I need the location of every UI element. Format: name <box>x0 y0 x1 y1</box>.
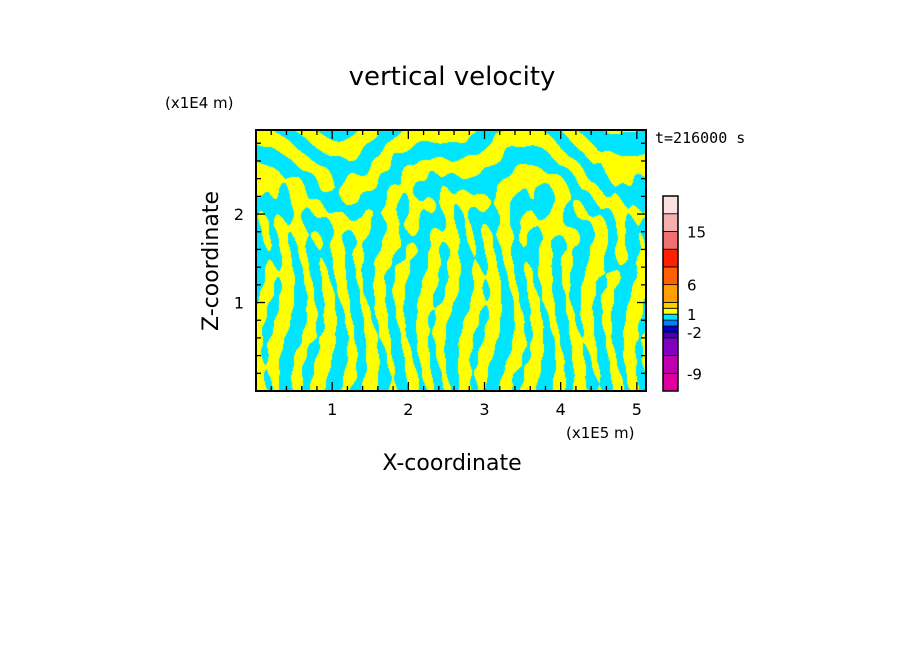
x-unit-label: (x1E5 m) <box>566 424 635 442</box>
colorbar-tick-label: -2 <box>687 324 702 342</box>
y-tick-label: 2 <box>234 205 244 224</box>
colorbar-segment <box>662 319 679 327</box>
colorbar-segment <box>662 195 679 215</box>
chart-title: vertical velocity <box>349 62 556 92</box>
colorbar-tick-label: -9 <box>687 365 702 383</box>
colorbar-segment <box>662 307 679 315</box>
colorbar-segment <box>662 266 679 286</box>
colorbar-segment <box>662 313 679 321</box>
colorbar-segment <box>662 248 679 268</box>
velocity-raster <box>256 130 646 391</box>
colorbar-segment <box>662 355 679 374</box>
colorbar-segment <box>662 337 679 356</box>
colorbar-segment <box>662 331 679 339</box>
x-tick-label: 3 <box>479 400 489 419</box>
y-axis-ticks: 12 <box>234 142 646 374</box>
colorbar-tick-label: 15 <box>687 223 706 241</box>
colorbar-segment <box>662 213 679 232</box>
x-tick-label: 2 <box>403 400 413 419</box>
colorbar-segment <box>662 372 679 392</box>
time-label: t=216000 s <box>655 129 745 147</box>
x-tick-label: 1 <box>327 400 337 419</box>
colorbar-segment <box>662 284 679 303</box>
y-tick-label: 1 <box>234 294 244 313</box>
x-tick-label: 5 <box>632 400 642 419</box>
colorbar: -9 -21 6 15 <box>662 195 706 392</box>
colorbar-segment <box>662 325 679 333</box>
colorbar-frame <box>662 195 679 392</box>
colorbar-tick-label: 1 <box>687 306 697 324</box>
y-unit-label: (x1E4 m) <box>165 94 234 112</box>
x-axis-title: X-coordinate <box>382 451 521 476</box>
colorbar-segment <box>662 231 679 250</box>
x-tick-label: 4 <box>556 400 566 419</box>
y-axis-title: Z-coordinate <box>199 191 224 331</box>
colorbar-segment <box>662 301 679 309</box>
plot-frame <box>255 129 647 392</box>
colorbar-tick-label: 6 <box>687 277 697 295</box>
x-axis-ticks: 1 2 3 4 5 <box>270 130 642 419</box>
velocity-field <box>256 130 646 391</box>
